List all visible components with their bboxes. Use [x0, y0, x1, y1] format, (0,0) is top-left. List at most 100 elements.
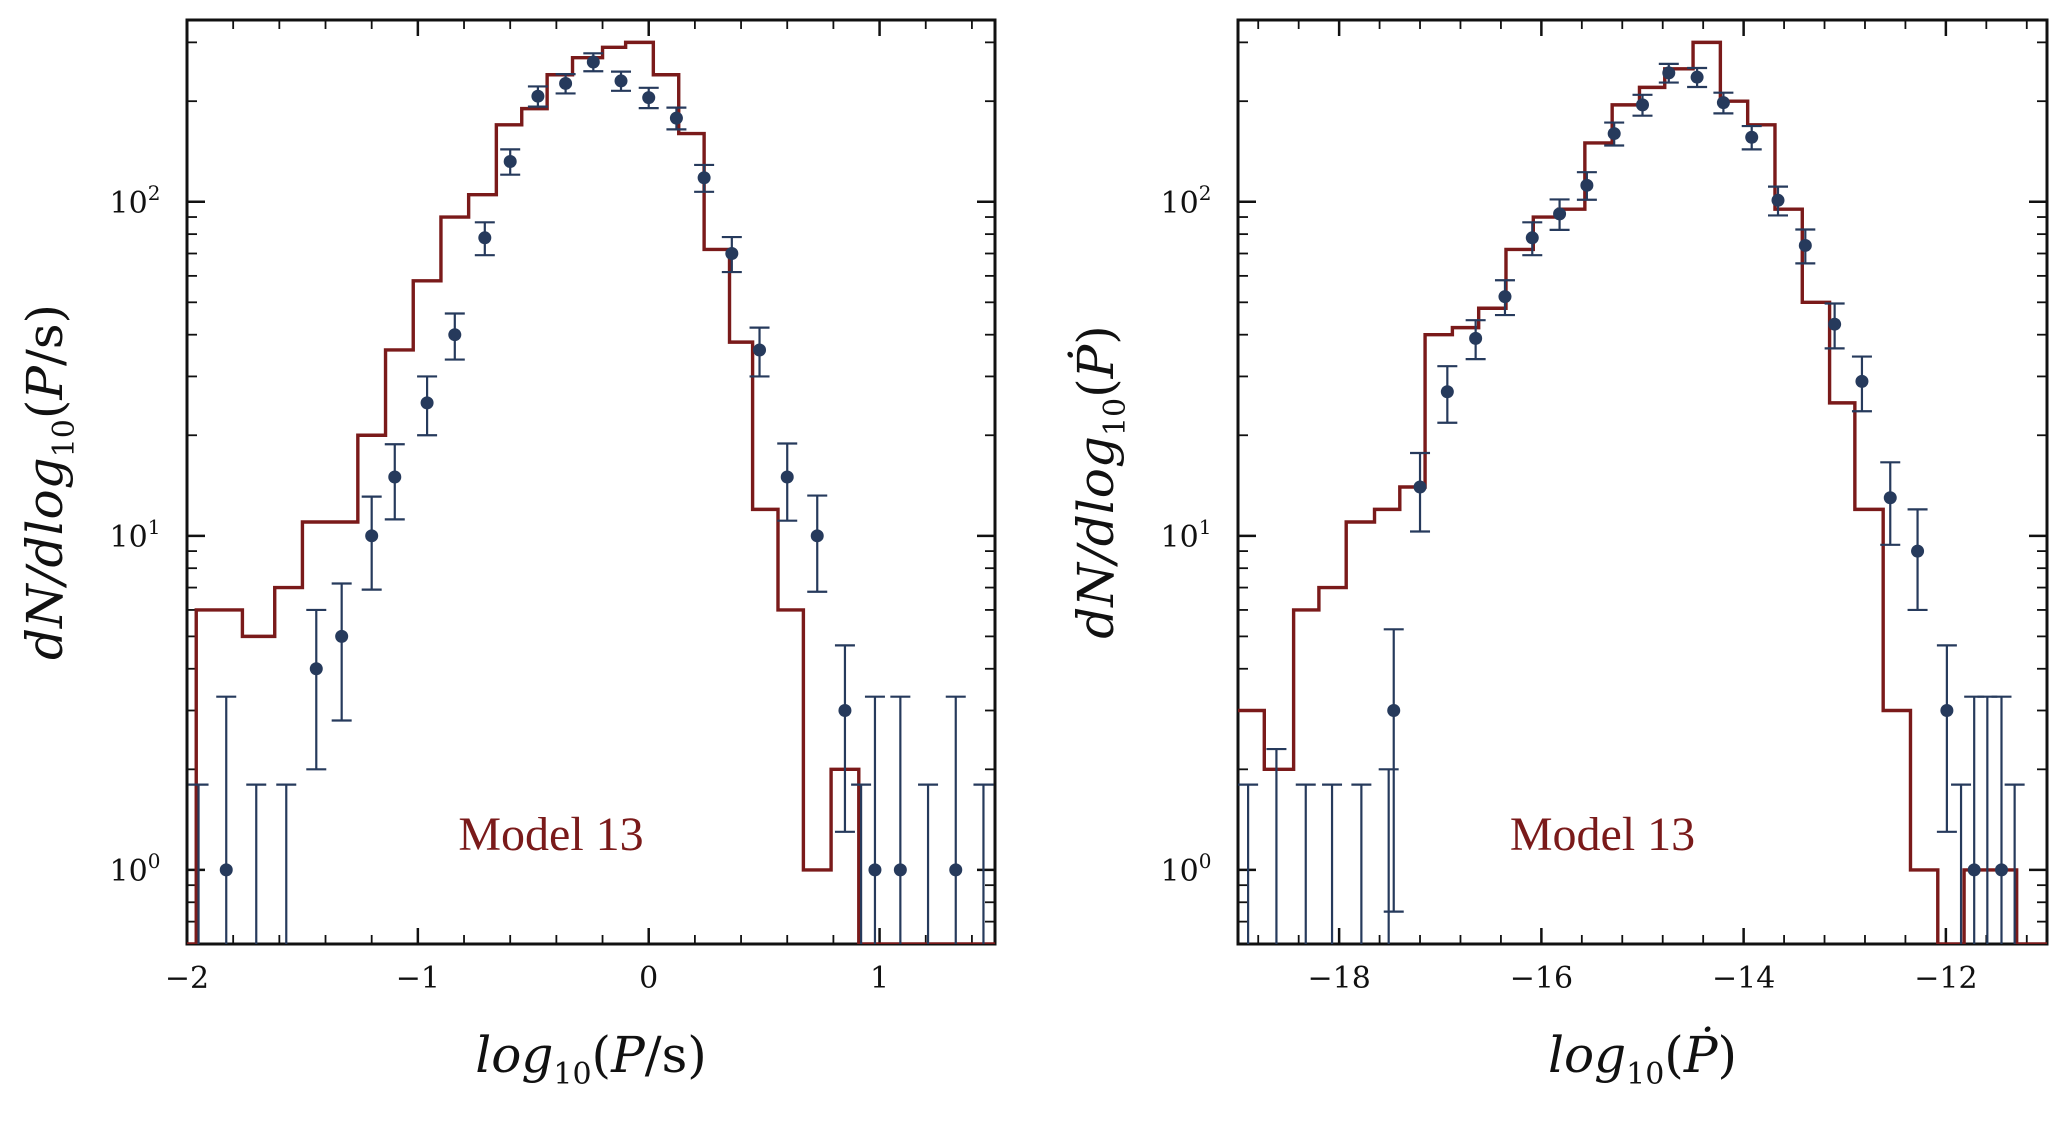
period-data-point: [388, 470, 402, 484]
pdot-axis-ticks: [1238, 20, 2047, 945]
period-plot-area: [187, 40, 995, 944]
period-derivative-data-point: [1469, 331, 1483, 345]
period-derivative-y-tick-base: 10: [1161, 186, 1199, 221]
period-y-label-sub: 10: [47, 419, 82, 457]
period-derivative-y-tick-label: 102: [1161, 181, 1212, 221]
period-y-tick-label: 102: [110, 181, 161, 221]
period-y-tick-base: 10: [110, 854, 148, 889]
period-data-point: [478, 231, 492, 245]
period-data-point: [868, 863, 882, 877]
pdot-y-axis-label: dN/dlog10(Ṗ)dN/dlog10(Ṗ): [1066, 325, 1133, 639]
period-derivative-y-label-dn: dN/dlog: [1067, 436, 1125, 639]
period-derivative-data-point: [1498, 290, 1512, 304]
period-derivative-y-label-tail: ): [1067, 325, 1125, 345]
period-derivative-data-point: [1662, 66, 1676, 80]
period-x-label-log: log: [475, 1026, 553, 1084]
period-data-point: [503, 154, 517, 168]
period-derivative-x-label-log: log: [1548, 1026, 1626, 1084]
period-derivative-x-label-paren: (: [1664, 1026, 1684, 1084]
pdot-x-axis-label: log10(Ṗ)log10(Ṗ): [1548, 1025, 1737, 1092]
period-derivative-y-tick-base: 10: [1161, 520, 1199, 555]
period-data-point: [753, 343, 767, 357]
period-derivative-data-point: [1771, 193, 1785, 207]
period-derivative-x-label-text: log10(Ṗ)log10(Ṗ): [1548, 1025, 1737, 1092]
period-data-point: [219, 863, 233, 877]
period-data-point: [810, 529, 824, 543]
period-y-tick-exponent: 2: [148, 181, 161, 205]
period-y-label-text: dN/dlog10(P/s)dN/dlog10(P/s): [16, 304, 82, 660]
period-derivative-data-point: [1855, 374, 1869, 388]
period-x-label-tail: /s): [645, 1026, 707, 1084]
period-data-point: [780, 470, 794, 484]
period-derivative-data-point: [1580, 178, 1594, 192]
period-data-point: [949, 863, 963, 877]
period-derivative-data-point: [1883, 491, 1897, 505]
period-derivative-y-tick-exponent: 2: [1199, 181, 1212, 205]
period-derivative-data-point: [1828, 317, 1842, 331]
period-data-point: [893, 863, 907, 877]
period-y-label-dn: dN/dlog: [16, 457, 74, 660]
period-derivative-x-tick-label: −16: [1510, 961, 1573, 996]
period-derivative-data-point: [1716, 96, 1730, 110]
period-derivative-model-histogram: [1238, 40, 2047, 944]
period-derivative-data-point: [1940, 703, 1954, 717]
period-derivative-x-label-sub: 10: [1626, 1057, 1664, 1092]
pdot-model-label: Model 13: [1510, 808, 1695, 861]
period-data-point: [420, 396, 434, 410]
period-data-point: [697, 171, 711, 185]
period-x-axis-label: log10(P/s)log10(P/s): [475, 1026, 706, 1092]
period-y-tick-exponent: 0: [148, 849, 161, 873]
period-derivative-y-tick-label: 101: [1161, 515, 1212, 555]
period-derivative-y-tick-base: 10: [1161, 854, 1199, 889]
period-plot-frame: [185, 18, 997, 946]
period-derivative-data-point: [1798, 238, 1812, 252]
period-derivative-data-point: [1413, 480, 1427, 494]
period-data-point: [309, 662, 323, 676]
period-x-tick-label: 0: [639, 961, 658, 996]
period-data-point: [614, 74, 628, 88]
period-x-label-text: log10(P/s)log10(P/s): [475, 1026, 706, 1092]
period-x-label-sub: 10: [553, 1057, 591, 1092]
period-derivative-data-point: [1387, 703, 1401, 717]
period-derivative-data-point: [1525, 231, 1539, 245]
period-y-axis-label: dN/dlog10(P/s)dN/dlog10(P/s): [16, 304, 82, 660]
period-model-label: Model 13: [458, 808, 643, 861]
period-y-tick-base: 10: [110, 520, 148, 555]
period-x-label-var: P: [610, 1026, 646, 1084]
period-derivative-x-tick-label: −14: [1712, 961, 1775, 996]
period-y-tick-label: 100: [110, 849, 161, 889]
period-derivative-x-tick-label: −12: [1914, 961, 1977, 996]
period-derivative-data-point: [1690, 70, 1704, 84]
period-derivative-y-label-var: Ṗ: [1066, 343, 1125, 379]
period-derivative-data-point: [1745, 130, 1759, 144]
period-derivative-x-label-var: Ṗ: [1683, 1025, 1719, 1084]
period-data-point: [725, 247, 739, 261]
period-derivative-data-point: [1607, 127, 1621, 141]
period-y-label-tail: /s): [16, 304, 74, 366]
period-axis-ticks: [185, 20, 995, 945]
period-data-point: [531, 89, 545, 103]
pdot-plot-frame: [1236, 18, 2049, 946]
period-derivative-data-point: [1994, 863, 2008, 877]
period-derivative-data-point: [1636, 98, 1649, 112]
period-derivative-x-label-tail: ): [1717, 1026, 1737, 1084]
period-data-point: [642, 91, 656, 105]
period-derivative-y-tick-exponent: 1: [1199, 515, 1212, 539]
period-derivative-data-point: [1911, 544, 1925, 558]
period-x-label-paren: (: [592, 1026, 612, 1084]
period-derivative-data-point: [1553, 207, 1567, 221]
period-derivative-data-point: [1440, 385, 1454, 399]
period-data-point: [838, 703, 852, 717]
period-y-label-paren: (: [16, 400, 74, 420]
period-x-tick-label: 1: [870, 961, 889, 996]
period-data-point: [586, 55, 600, 69]
period-y-tick-exponent: 1: [148, 515, 161, 539]
period-derivative-x-tick-label: −18: [1307, 961, 1370, 996]
period-data-point: [559, 76, 573, 90]
period-derivative-y-tick-exponent: 0: [1199, 849, 1212, 873]
